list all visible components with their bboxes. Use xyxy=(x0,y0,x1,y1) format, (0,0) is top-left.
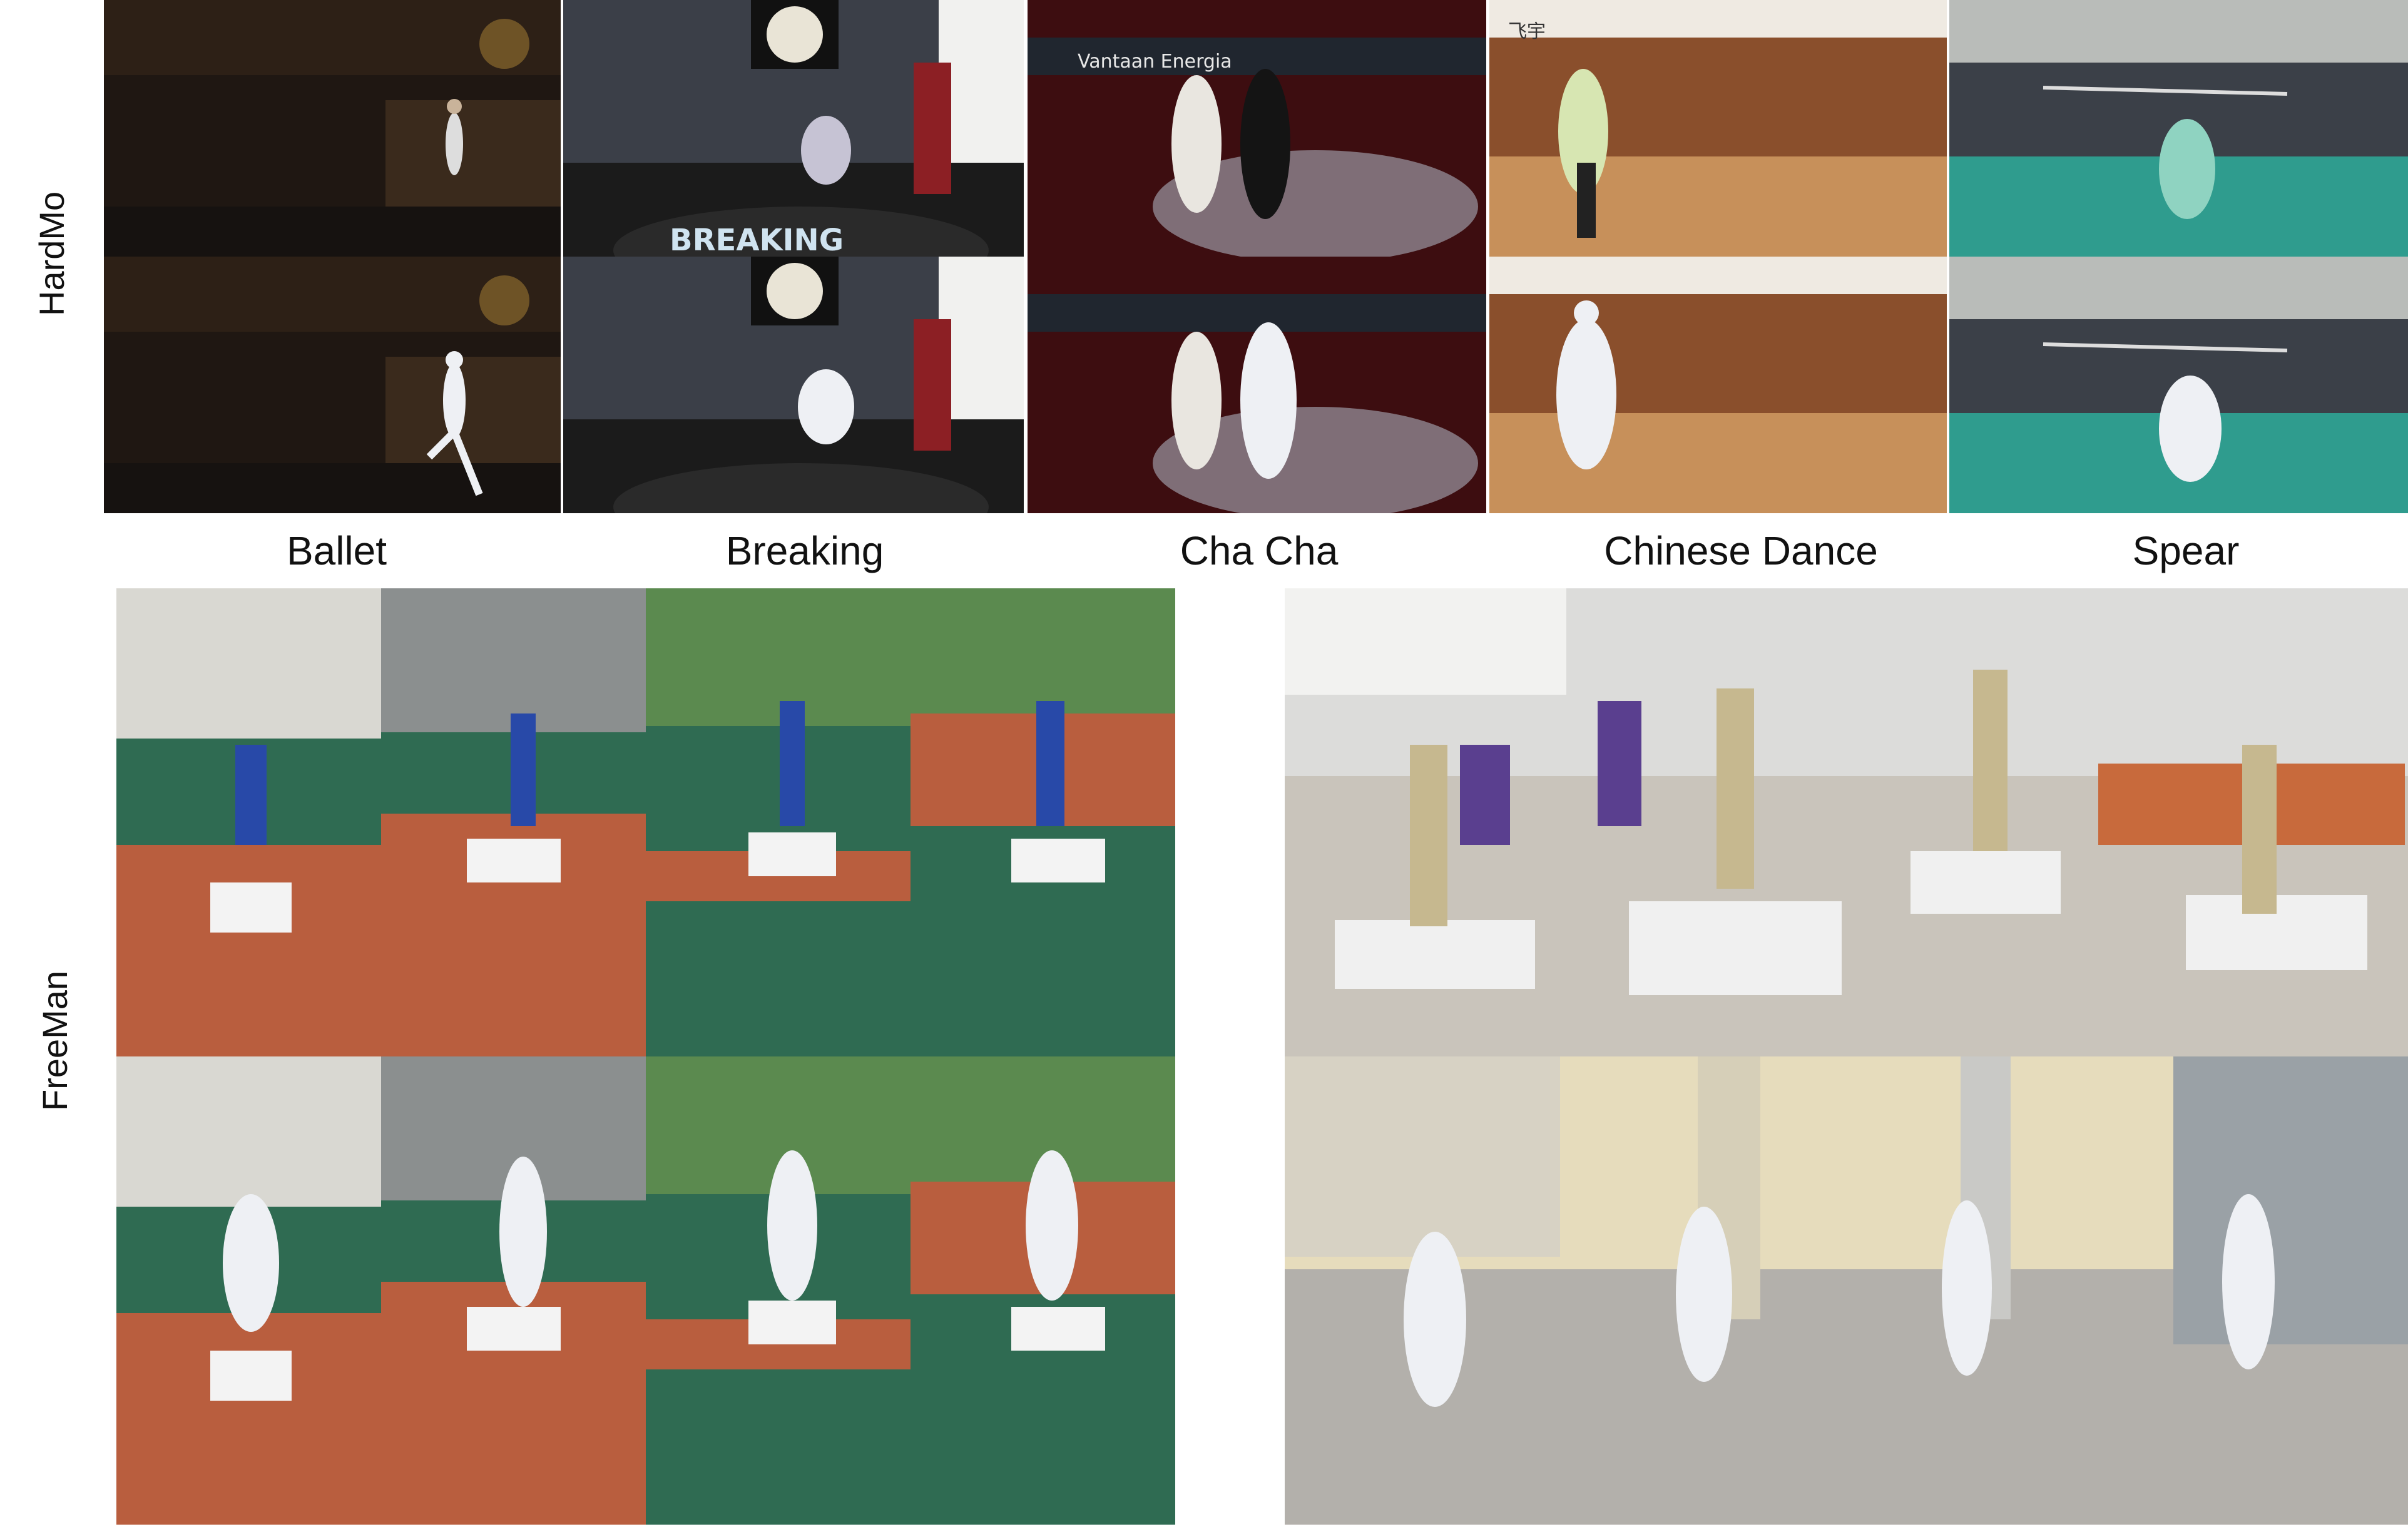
chacha-sponsor-text: Vantaan Energia xyxy=(1078,51,1232,73)
col-label-chacha: Cha Cha xyxy=(1180,528,1339,573)
col-label-spear: Spear xyxy=(2132,528,2240,573)
row-label-hardmo: HardMo xyxy=(32,191,71,316)
hardmo-breaking-input: BREAKING xyxy=(563,0,1024,257)
hardmo-chacha-input: Vantaan Energia xyxy=(1028,0,1486,257)
row-label-freeman: FreeMan xyxy=(35,970,74,1111)
freeman-hall-mesh xyxy=(1285,1056,2408,1525)
freeman-court-mesh xyxy=(116,1056,1175,1525)
col-label-chinese: Chinese Dance xyxy=(1604,528,1878,573)
hardmo-chinese-mesh xyxy=(1489,257,1947,513)
hardmo-chinese-input: 飞宇 xyxy=(1489,0,1947,257)
hardmo-ballet-input xyxy=(104,0,561,257)
freeman-court-top xyxy=(116,588,1175,1056)
col-label-ballet: Ballet xyxy=(286,528,387,573)
col-label-breaking: Breaking xyxy=(725,528,884,573)
breaking-banner-text: BREAKING xyxy=(670,223,844,257)
freeman-hall-top xyxy=(1285,588,2408,1056)
hardmo-ballet-mesh xyxy=(104,257,561,513)
hardmo-chacha-mesh xyxy=(1028,257,1486,513)
hardmo-breaking-mesh xyxy=(563,257,1024,513)
hardmo-spear-input xyxy=(1949,0,2408,257)
chinese-watermark-text: 飞宇 xyxy=(1508,21,1546,43)
hardmo-spear-mesh xyxy=(1949,257,2408,513)
